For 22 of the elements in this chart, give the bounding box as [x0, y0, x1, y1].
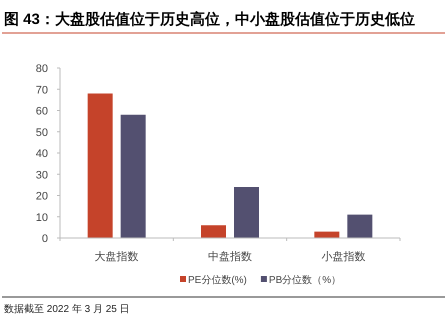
y-tick-label: 40	[36, 148, 48, 160]
bar	[234, 187, 259, 238]
bar	[88, 94, 113, 238]
y-tick-label: 60	[36, 106, 48, 118]
legend-label: PE分位数(%)	[188, 274, 247, 286]
x-tick-label: 小盘指数	[321, 250, 366, 263]
legend-label: PB分位数（%）	[268, 274, 342, 286]
y-tick-label: 10	[36, 212, 48, 224]
x-tick-label: 大盘指数	[94, 250, 139, 263]
y-tick-label: 0	[42, 233, 48, 245]
y-tick-label: 80	[36, 63, 48, 75]
bar	[120, 114, 146, 238]
chart-title: 图 43：大盘股估值位于历史高位，中小盘股估值位于历史低位	[4, 10, 415, 28]
y-tick-label: 30	[36, 169, 48, 182]
y-tick-label: 50	[36, 126, 48, 139]
bar	[201, 225, 226, 238]
x-tick-label: 中盘指数	[208, 250, 252, 263]
bar	[314, 232, 340, 238]
y-tick-label: 20	[36, 190, 48, 202]
text: 数据截至 2022 年 3 月 25 日	[4, 303, 130, 315]
y-tick-label: 70	[36, 84, 48, 96]
bar	[347, 214, 372, 238]
